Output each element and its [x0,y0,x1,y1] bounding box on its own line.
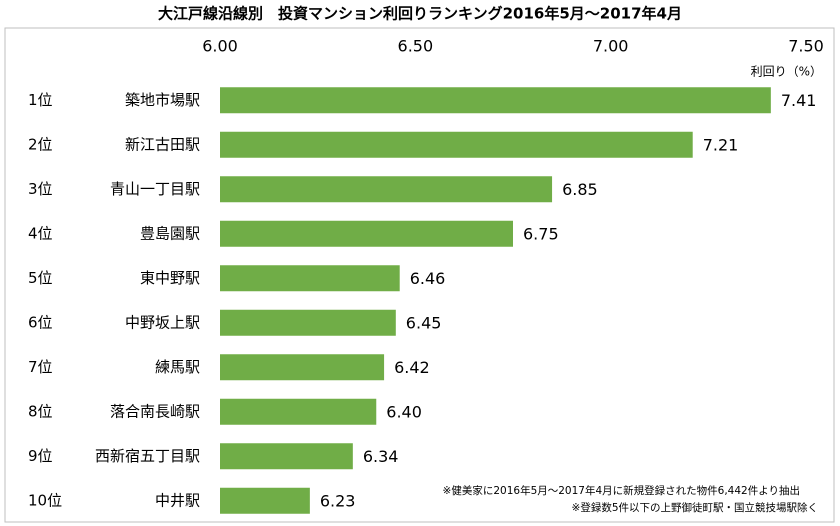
value-label: 6.46 [410,269,446,288]
value-label: 6.42 [394,358,430,377]
bar [220,220,513,247]
bar [220,176,553,203]
y-tick-label: 西新宿五丁目駅 [95,447,200,465]
rank-label: 3位 [28,180,53,198]
rank-label: 1位 [28,91,53,109]
value-label: 6.75 [523,224,559,243]
note: ※登録数5件以下の上野御徒町駅・国立競技場駅除く [572,501,818,514]
x-tick-label: 7.50 [788,37,824,56]
chart-title: 大江戸線沿線別 投資マンション利回りランキング2016年5月～2017年4月 [158,5,682,23]
bar [220,487,310,514]
rank-label: 7位 [28,358,53,376]
bar [220,398,377,425]
x-tick-label: 6.50 [398,37,434,56]
rank-label: 6位 [28,313,53,331]
y-tick-label: 新江古田駅 [125,135,200,153]
rank-label: 8位 [28,402,53,420]
value-label: 6.40 [386,402,422,421]
x-tick-label: 7.00 [593,37,629,56]
rank-label: 10位 [28,491,62,509]
bar [220,87,771,114]
rank-label: 4位 [28,224,53,242]
value-label: 7.41 [781,91,817,110]
value-label: 6.85 [562,180,598,199]
x-tick-label: 6.00 [202,37,238,56]
y-tick-label: 豊島園駅 [140,224,200,242]
y-tick-label: 落合南長崎駅 [110,402,200,420]
y-tick-label: 築地市場駅 [125,91,200,109]
bar [220,354,385,381]
value-label: 6.34 [363,447,399,466]
value-label: 7.21 [703,135,739,154]
bar [220,131,693,158]
y-tick-label: 東中野駅 [140,269,200,287]
y-tick-label: 中野坂上駅 [125,313,200,331]
note: ※健美家に2016年5月～2017年4月に新規登録された物件6,442件より抽出 [443,484,800,497]
bar [220,265,400,292]
bar [220,309,396,336]
bar [220,443,353,470]
y-tick-label: 中井駅 [155,491,200,509]
value-label: 6.45 [406,313,442,332]
y-tick-label: 青山一丁目駅 [110,180,200,198]
value-label: 6.23 [320,491,356,510]
axis-label: 利回り（%） [751,65,822,79]
frame [4,27,835,523]
rank-label: 9位 [28,447,53,465]
rank-label: 2位 [28,135,53,153]
rank-label: 5位 [28,269,53,287]
y-tick-label: 練馬駅 [155,358,200,376]
